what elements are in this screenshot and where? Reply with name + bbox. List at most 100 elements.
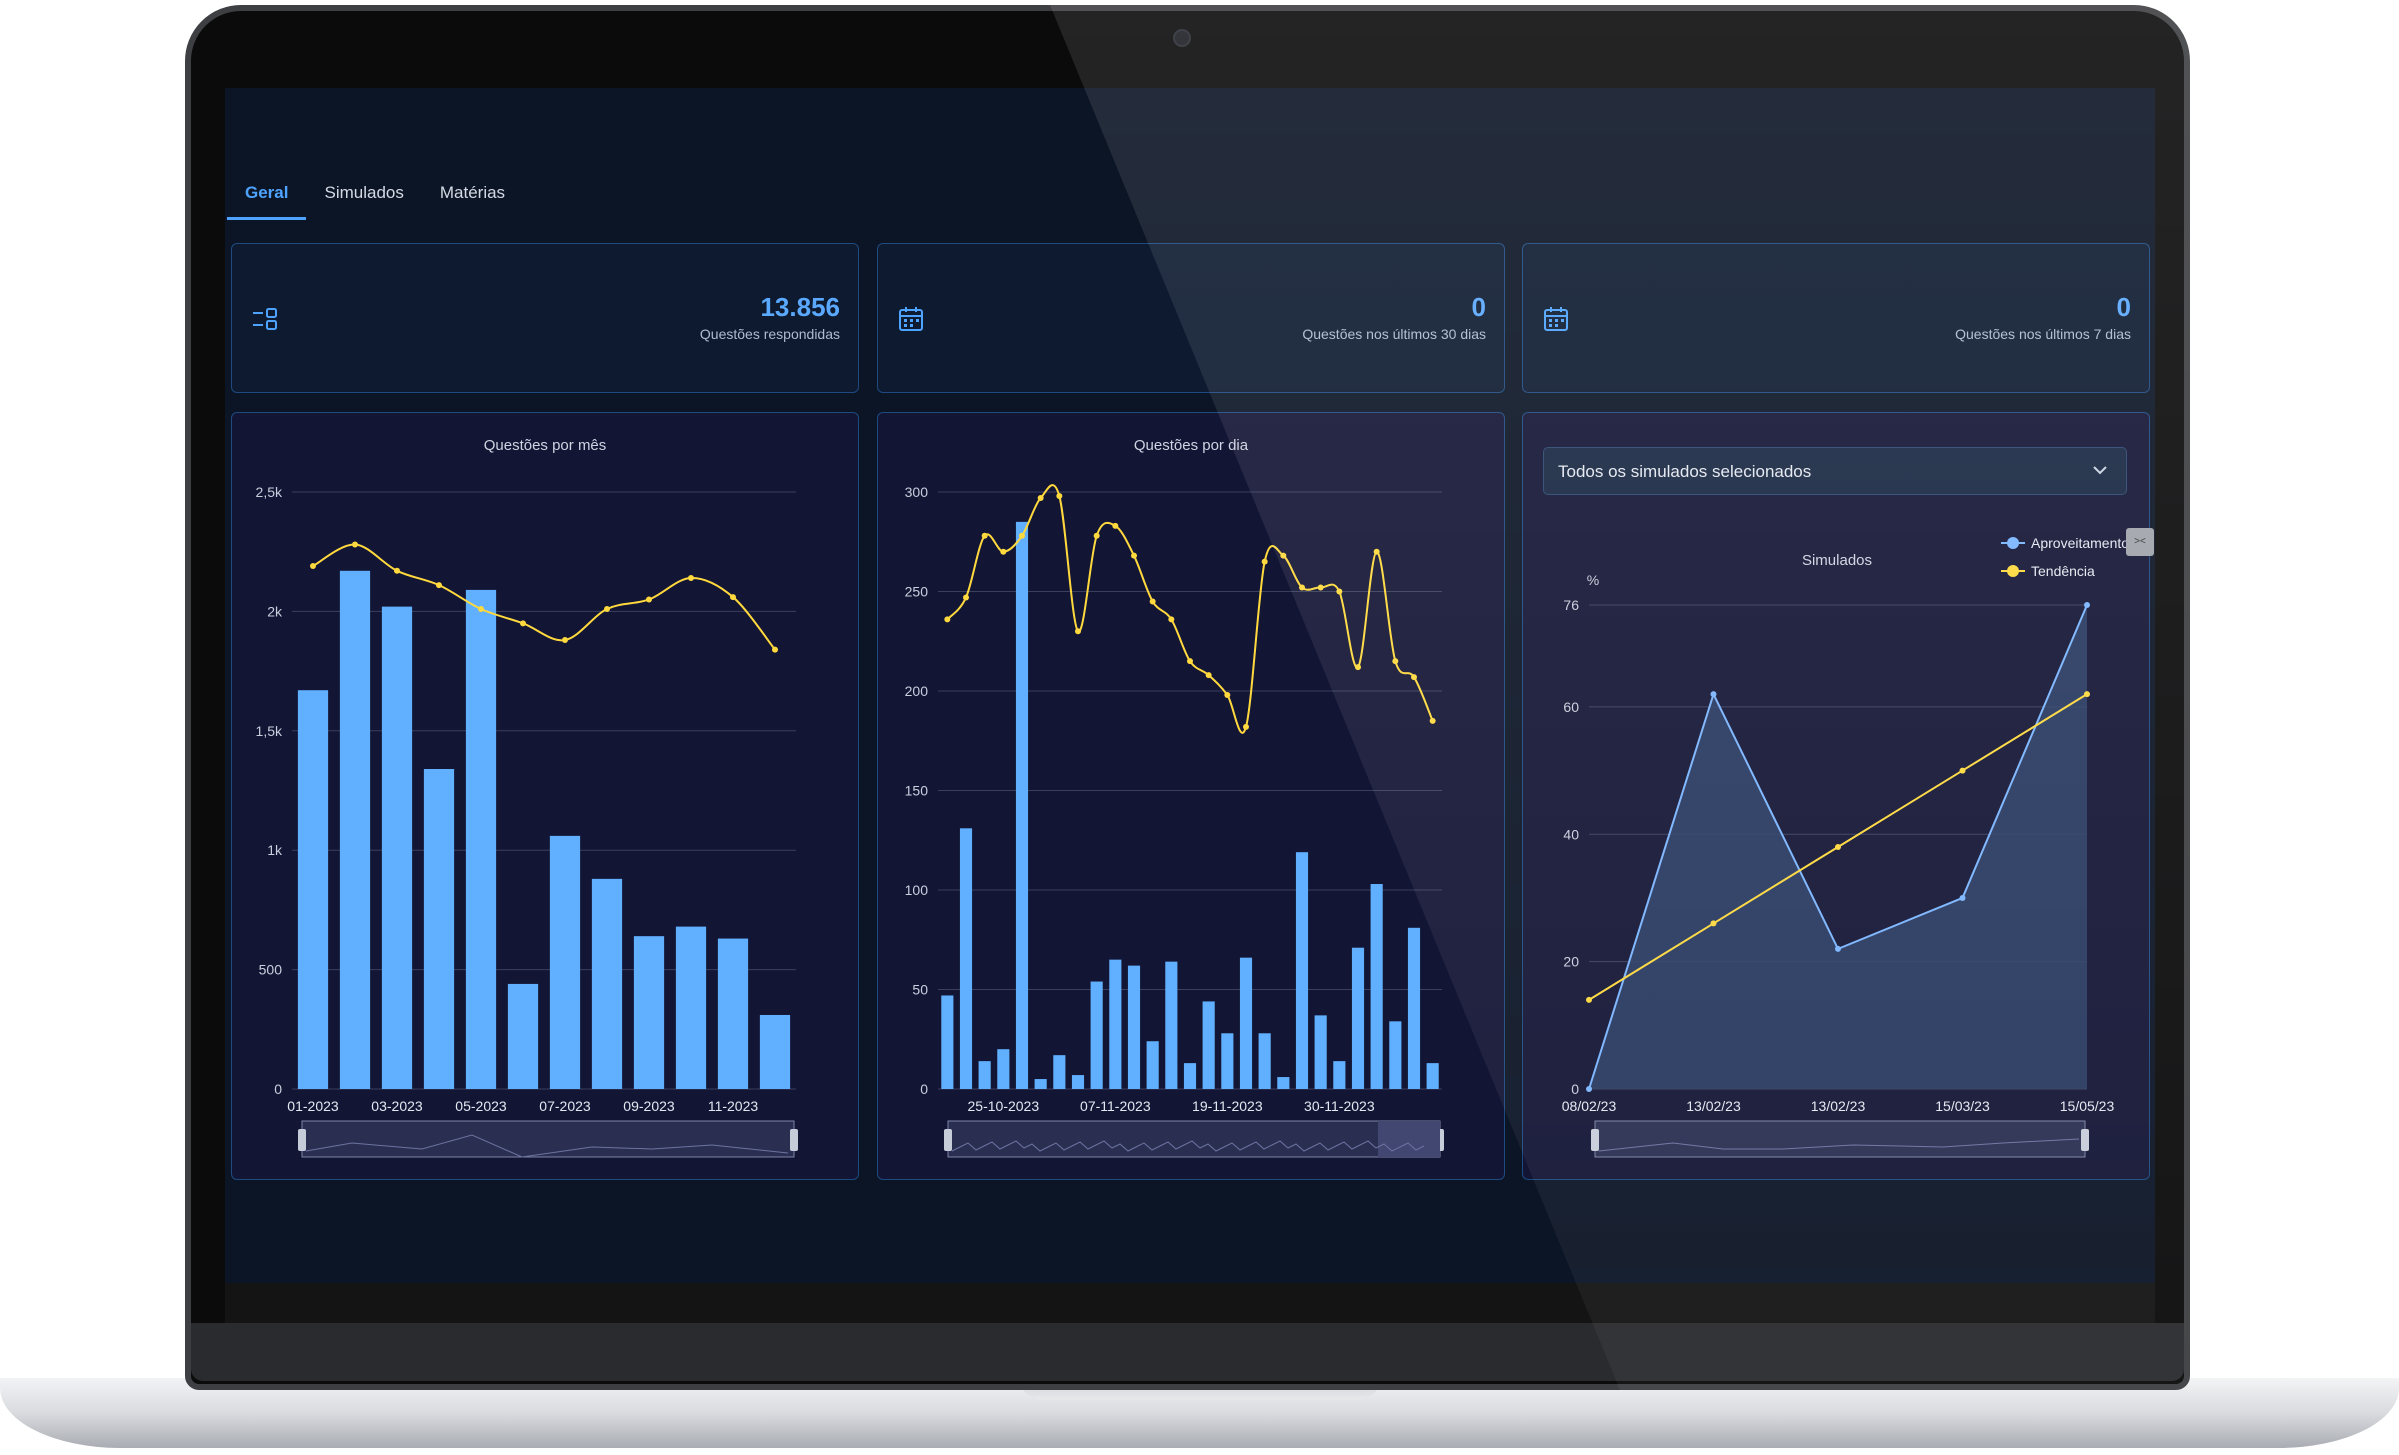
trend-point [1019,532,1025,539]
bar [465,589,497,1089]
trend-point [1355,664,1361,671]
bar [381,606,413,1089]
tab-materias[interactable]: Matérias [439,183,506,202]
trend-point [1093,532,1100,539]
expand-icon[interactable]: >< [2126,528,2154,556]
trend-point [688,574,694,581]
series-point [1959,767,1966,774]
chart-simulados: Simulados% 0 20 40 60 76 08/02/23 13/02/23 13/02… [1562,535,2129,1158]
trend-point [310,563,316,570]
trend-point [1317,584,1324,591]
y-tick-label: 300 [905,484,929,500]
bar [423,769,455,1089]
y-tick-label: 500 [259,962,283,978]
trend-point [478,606,484,613]
simulados-select-value: Todos os simulados selecionados [1558,462,1812,481]
stat-label: Questões nos últimos 30 dias [1302,326,1486,342]
y-tick-label: 250 [905,584,929,600]
calendar-icon [899,307,923,331]
trend-point [772,646,778,653]
bar [978,1061,991,1089]
range-slider [1594,1120,2086,1158]
trend-point [646,596,652,603]
series-point [1586,1086,1592,1092]
stat-value: 13.856 [760,292,840,322]
x-tick-label: 15/03/23 [1935,1098,1990,1114]
legend-label: Tendência [2031,563,2095,579]
tab-simulados[interactable]: Simulados [324,183,404,202]
bar [1015,521,1029,1089]
bar [1351,947,1365,1089]
trend-point [1075,628,1081,635]
x-tick-label: 07-2023 [539,1098,591,1114]
trend-point [1429,717,1436,724]
trend-point [1261,558,1268,565]
y-tick-label: 50 [912,982,928,998]
bar [1202,1001,1215,1089]
y-tick-label: 1,5k [256,723,283,739]
bar [1071,1075,1085,1089]
calendar-icon [1544,307,1568,331]
range-slider-selection [1378,1121,1440,1157]
dashboard-screen: Geral Simulados Matérias 13.856 Questões… [225,88,2155,1283]
x-tick-label: 25-10-2023 [968,1098,1040,1114]
y-tick-label: 2,5k [256,484,283,500]
bar [591,878,623,1089]
bar [1239,957,1253,1089]
camera-icon [1173,29,1191,47]
bar [1258,1033,1271,1089]
series-point [2084,602,2090,608]
range-slider-preview [305,1134,789,1158]
bar [759,1014,791,1089]
tab-bar: Geral Simulados Matérias [227,170,523,220]
trend-point [1224,691,1231,698]
bar [1034,1079,1047,1089]
chart-title: Questões por dia [1133,437,1249,454]
range-slider-handle-right [2081,1129,2089,1151]
bar [1426,1063,1439,1089]
y-tick-label: 1k [267,842,283,858]
bar [1183,1063,1197,1089]
bar [1407,927,1421,1089]
trend-point [604,606,610,613]
bar [1146,1041,1159,1089]
y-tick-label: 60 [1563,699,1579,715]
range-slider-handle-left [298,1129,306,1151]
simulados-select[interactable]: Todos os simulados selecionados [1543,447,2127,495]
y-tick-label: 76 [1563,597,1579,613]
x-tick-label: 07-11-2023 [1080,1098,1151,1114]
trend-point [944,616,951,623]
trend-point [1000,548,1007,555]
y-tick-label: 0 [1571,1081,1579,1097]
bar [339,570,371,1089]
x-tick-label: 19-11-2023 [1192,1098,1263,1114]
y-tick-label: 150 [905,783,929,799]
laptop-chin [191,1323,2184,1381]
trend-point [963,594,969,601]
x-tick-label: 13/02/23 [1686,1098,1741,1114]
trend-point [1373,548,1380,555]
list-icon [253,308,277,330]
trend-point [1149,598,1156,605]
range-slider-preview [951,1140,1425,1152]
bar [1389,1021,1402,1089]
chart-questions-per-day: 0 50 100 150 200 250 300 25-10-2023 07-11-2023 19… [905,484,1444,1158]
tab-geral[interactable]: Geral [227,170,307,220]
trend-point [1168,616,1175,623]
y-tick-label: 20 [1563,954,1579,970]
stat-card-7-days: 0 Questões nos últimos 7 dias [1522,243,2150,393]
bar [717,938,749,1089]
bar [1295,852,1309,1089]
stat-card-30-days: 0 Questões nos últimos 30 dias [877,243,1505,393]
legend-marker [2007,565,2019,577]
stat-label: Questões nos últimos 7 dias [1955,326,2131,342]
series-point [1835,844,1841,850]
trend-point [1299,584,1305,591]
stat-value: 0 [1471,292,1486,322]
x-tick-label: 30-11-2023 [1304,1098,1375,1114]
series-point [1959,894,1966,901]
bar [959,828,973,1089]
trend-point [1411,674,1417,681]
legend-label: Aproveitamento [2031,535,2129,551]
bar [1277,1077,1290,1089]
